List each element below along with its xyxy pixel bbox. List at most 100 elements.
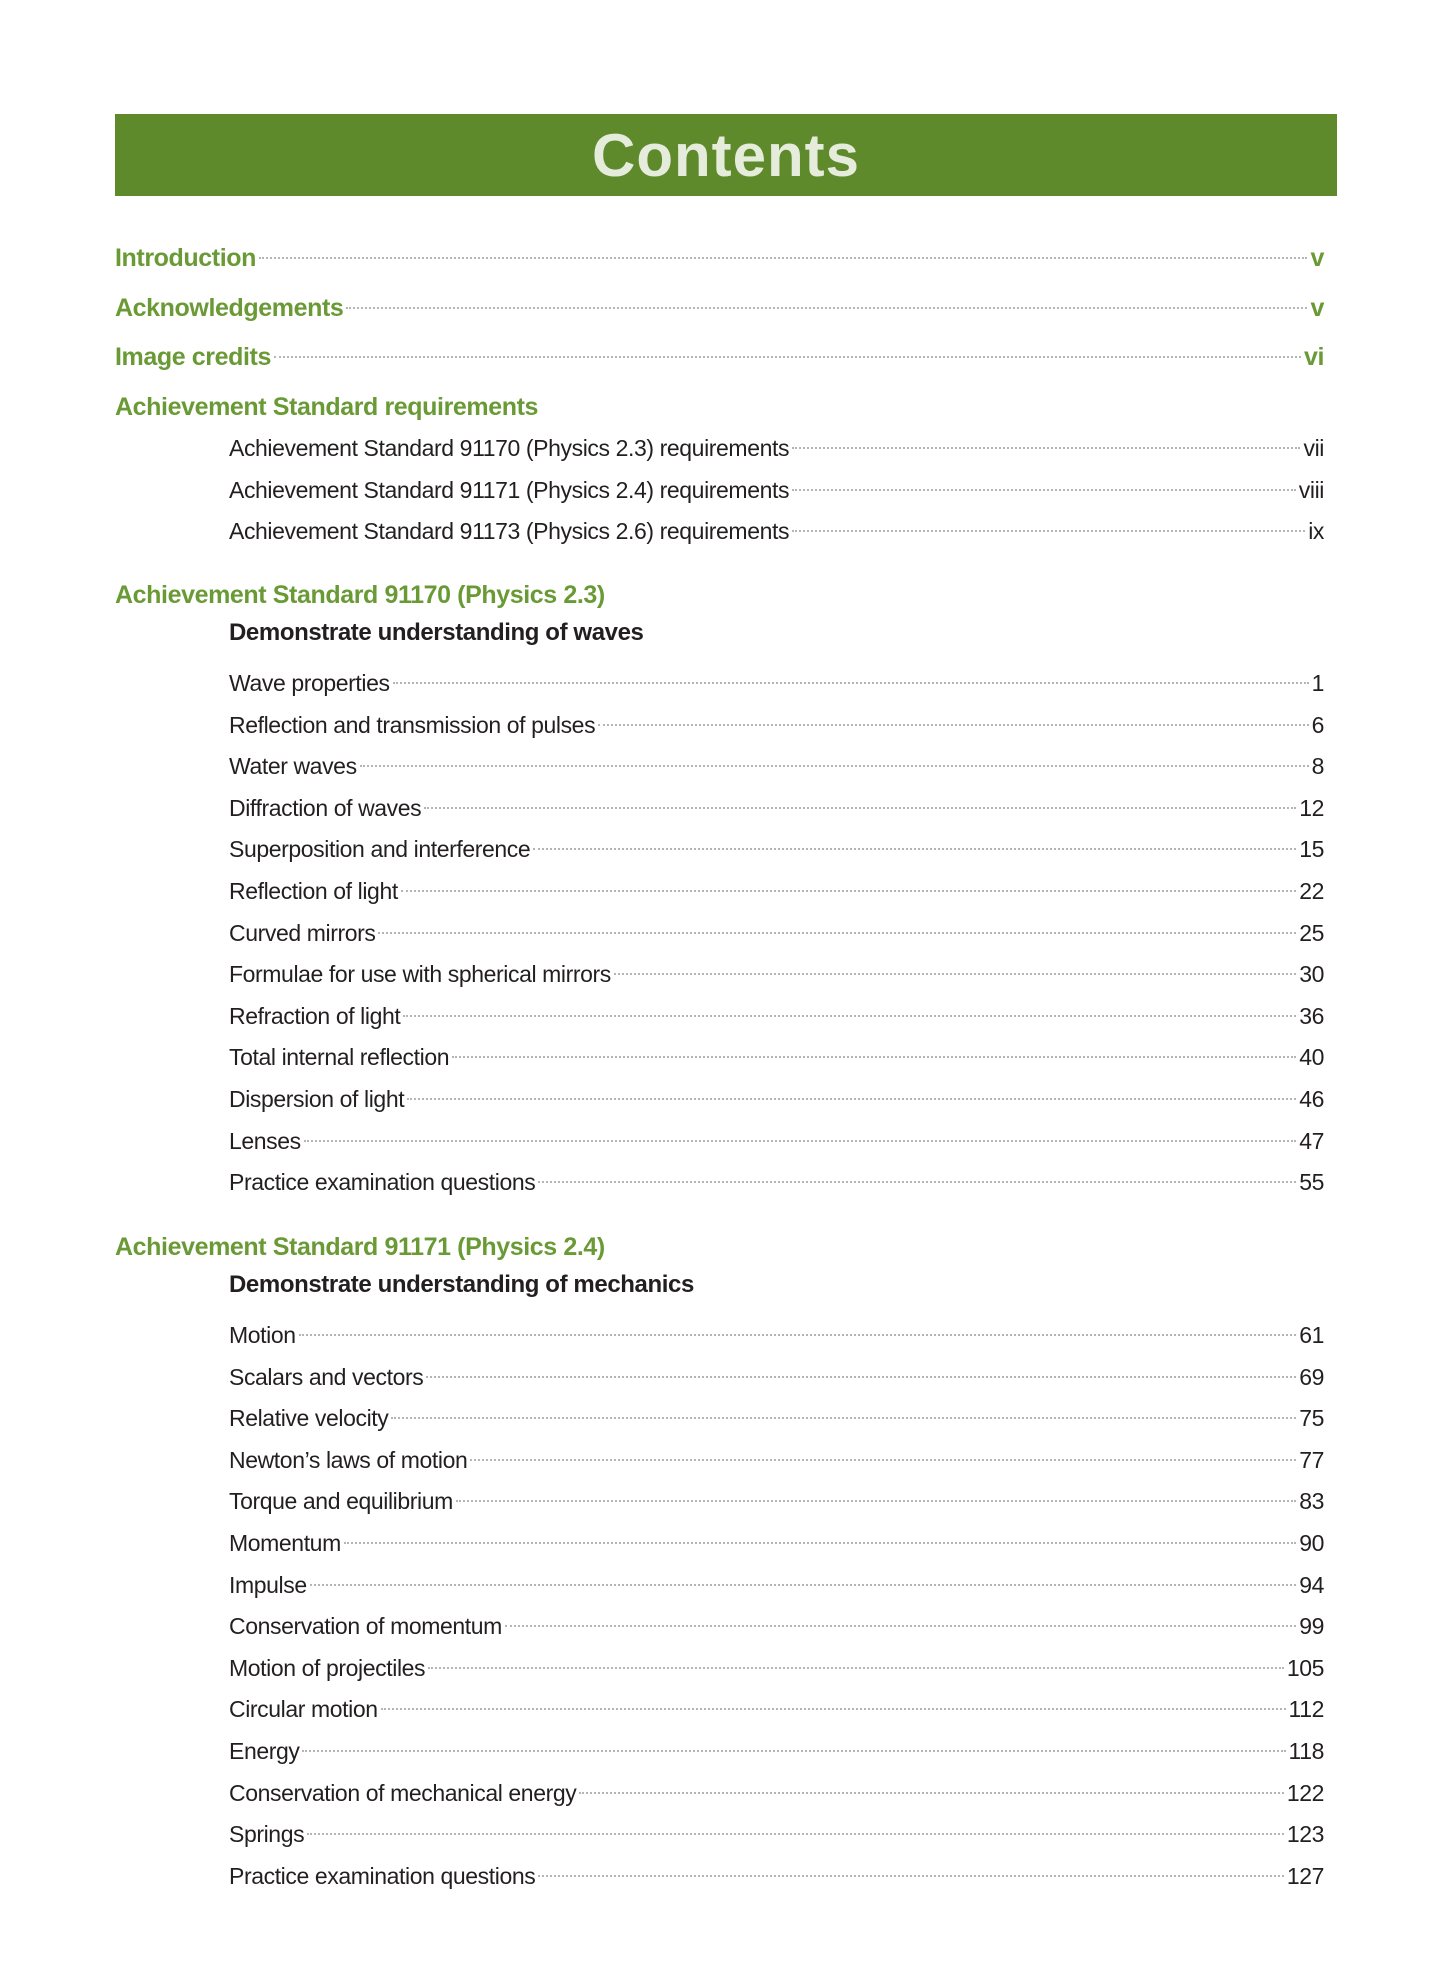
entry-title: Acknowledgements: [115, 293, 344, 322]
dot-leader: [792, 447, 1301, 449]
toc-entry: Dispersion of light 46: [229, 1082, 1324, 1116]
toc-entry: Reflection of light 22: [229, 874, 1324, 908]
section-subtitle: Demonstrate understanding of waves: [229, 619, 644, 646]
toc-entry: Wave properties 1: [229, 666, 1324, 700]
page-number: 15: [1299, 836, 1324, 863]
entry-title: Motion: [229, 1322, 296, 1348]
toc-entry: Formulae for use with spherical mirrors 3…: [229, 957, 1324, 991]
entry-title: Image credits: [115, 343, 271, 371]
page-number: 40: [1299, 1044, 1324, 1071]
toc-entry: Torque and equilibrium 83: [229, 1484, 1324, 1518]
entry-title: Impulse: [229, 1571, 307, 1598]
entry-title: Water waves: [229, 753, 357, 780]
section-heading: Achievement Standard requirements: [115, 393, 539, 421]
toc-entry: Conservation of mechanical energy 122: [229, 1776, 1324, 1810]
toc-entry: Energy 118: [229, 1734, 1324, 1768]
page-number: 94: [1299, 1571, 1324, 1598]
entry-title: Conservation of mechanical energy: [229, 1779, 577, 1806]
page-number: 55: [1299, 1169, 1324, 1196]
entry-title: Practice examination questions: [229, 1169, 536, 1196]
toc-entry: Introduction v: [115, 241, 1324, 275]
page-number: 22: [1299, 878, 1324, 904]
entry-title: Motion of projectiles: [229, 1654, 426, 1681]
entry-title: Achievement Standard 91170 (Physics 2.3)…: [229, 435, 790, 461]
page-number: 127: [1286, 1862, 1325, 1889]
entry-title: Refraction of light: [229, 1002, 401, 1029]
page-number: 6: [1311, 711, 1325, 738]
toc-entry: Total internal reflection 40: [229, 1040, 1324, 1074]
dot-leader: [470, 1458, 1297, 1461]
toc-entry: Motion of projectiles 105: [229, 1651, 1324, 1685]
page-number: 112: [1288, 1696, 1325, 1723]
entry-title: Scalars and vectors: [229, 1363, 424, 1390]
page-number: 122: [1286, 1779, 1325, 1806]
page-number: 123: [1286, 1821, 1325, 1848]
dot-leader: [424, 806, 1297, 809]
page-number: 118: [1288, 1738, 1325, 1764]
toc-entry: Achievement Standard 91173 (Physics 2.6)…: [229, 514, 1324, 548]
page-number: 75: [1299, 1405, 1324, 1432]
page-number: v: [1310, 244, 1324, 272]
entry-title: Torque and equilibrium: [229, 1488, 453, 1515]
dot-leader: [346, 306, 1308, 309]
entry-title: Achievement Standard 91173 (Physics 2.6)…: [229, 518, 790, 545]
toc-entry: Motion 61: [229, 1318, 1324, 1352]
dot-leader: [359, 765, 1309, 768]
entry-title: Reflection and transmission of pulses: [229, 711, 596, 738]
toc-entry: Diffraction of waves 12: [229, 791, 1324, 825]
dot-leader: [302, 1750, 1286, 1752]
page-number: 61: [1299, 1322, 1324, 1348]
toc-entry: Achievement Standard 91171 (Physics 2.4)…: [229, 473, 1324, 507]
entry-title: Formulae for use with spherical mirrors: [229, 961, 611, 988]
dot-leader: [259, 257, 1308, 259]
dot-leader: [792, 530, 1306, 533]
entry-title: Lenses: [229, 1127, 301, 1154]
page-number: viii: [1298, 476, 1325, 503]
page-number: 105: [1286, 1654, 1325, 1681]
entry-title: Relative velocity: [229, 1405, 389, 1432]
dot-leader: [426, 1375, 1297, 1378]
toc-entry: Scalars and vectors 69: [229, 1360, 1324, 1394]
page-number: 36: [1299, 1002, 1324, 1029]
dot-leader: [343, 1542, 1297, 1544]
entry-title: Reflection of light: [229, 878, 398, 904]
toc-entry: Impulse 94: [229, 1568, 1324, 1602]
dot-leader: [391, 1417, 1297, 1420]
dot-leader: [792, 488, 1296, 491]
entry-title: Diffraction of waves: [229, 794, 422, 821]
toc-entry: Refraction of light 36: [229, 999, 1324, 1033]
section-heading: Achievement Standard 91170 (Physics 2.3): [115, 581, 605, 609]
dot-leader: [392, 682, 1309, 684]
entry-title: Wave properties: [229, 670, 390, 696]
entry-title: Practice examination questions: [229, 1862, 536, 1889]
dot-leader: [378, 931, 1297, 934]
page-number: 25: [1299, 919, 1324, 946]
entry-title: Momentum: [229, 1530, 341, 1556]
entry-title: Springs: [229, 1821, 305, 1848]
toc-entry: Newton’s laws of motion 77: [229, 1443, 1324, 1477]
dot-leader: [504, 1625, 1297, 1628]
entry-title: Superposition and interference: [229, 836, 531, 863]
toc-entry: Acknowledgements v: [115, 291, 1324, 325]
dot-leader: [298, 1334, 1297, 1336]
entry-title: Energy: [229, 1738, 300, 1764]
dot-leader: [407, 1098, 1297, 1100]
toc-entry: Curved mirrors 25: [229, 916, 1324, 950]
entry-title: Circular motion: [229, 1696, 378, 1723]
page-number: 90: [1299, 1530, 1324, 1556]
page-title: Contents: [592, 121, 860, 189]
dot-leader: [400, 890, 1297, 892]
entry-title: Curved mirrors: [229, 919, 376, 946]
toc-entry: Practice examination questions 127: [229, 1859, 1324, 1893]
dot-leader: [579, 1791, 1284, 1794]
toc-entry: Springs 123: [229, 1817, 1324, 1851]
page-number: ix: [1308, 518, 1324, 545]
dot-leader: [273, 356, 1301, 358]
section-subtitle: Demonstrate understanding of mechanics: [229, 1271, 694, 1298]
dot-leader: [613, 973, 1297, 976]
toc-entry: Water waves 8: [229, 749, 1324, 783]
page-number: 77: [1299, 1446, 1324, 1473]
page-number: 99: [1299, 1613, 1324, 1640]
page-number: 1: [1311, 670, 1325, 696]
